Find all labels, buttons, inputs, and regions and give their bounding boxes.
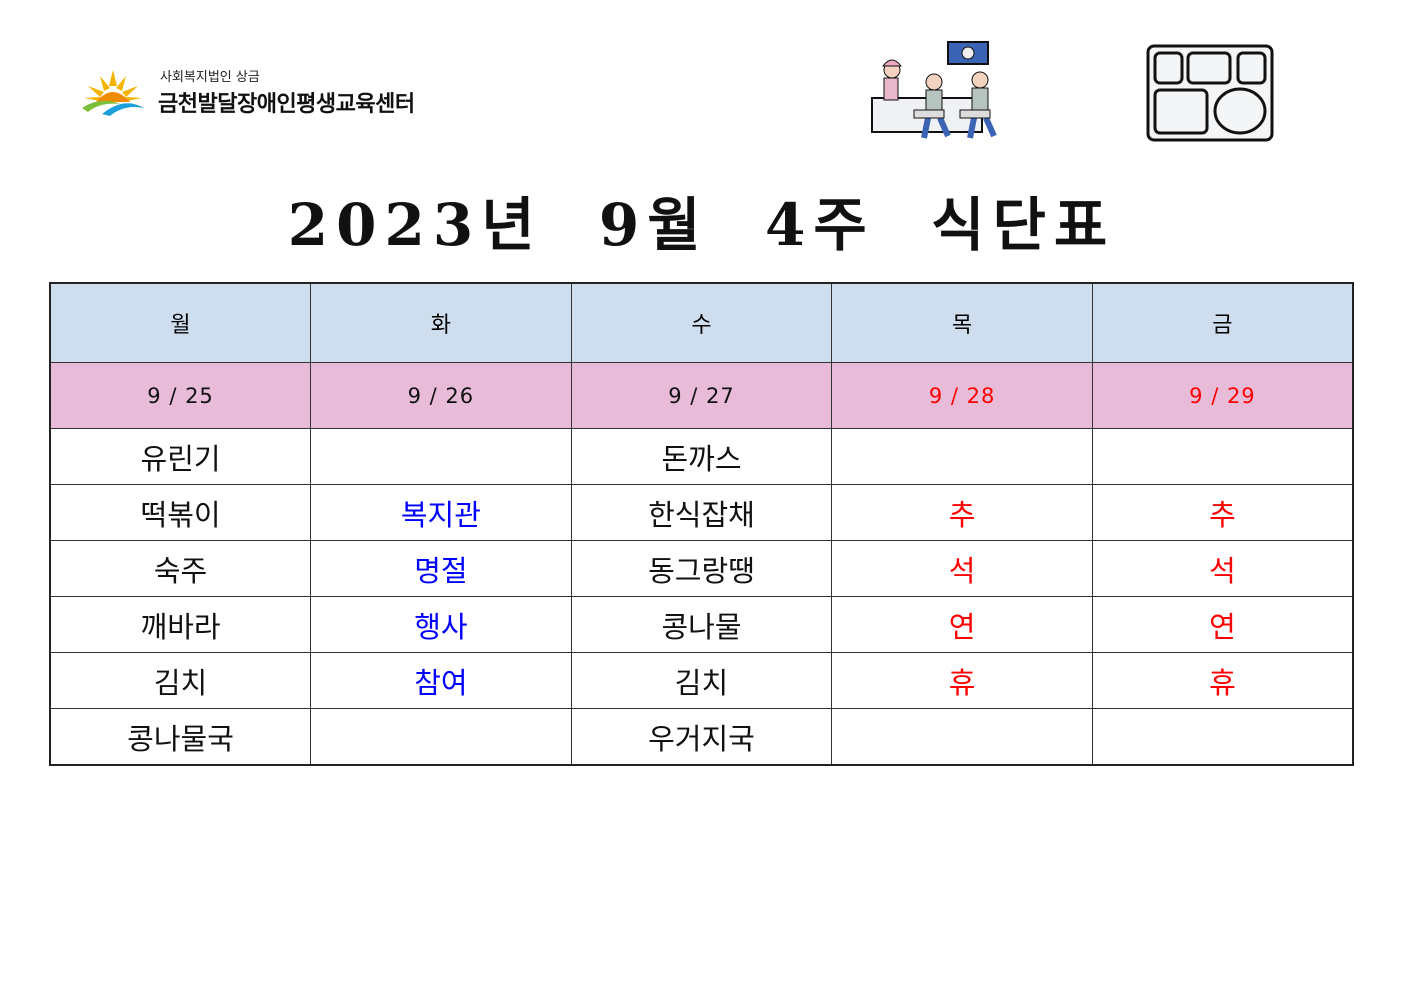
menu-cell	[310, 708, 572, 766]
menu-row: 깨바라 행사 콩나물 연 연	[49, 596, 1354, 653]
date-cell: 9 / 29	[1091, 362, 1354, 429]
menu-cell: 참여	[310, 652, 572, 709]
date-cell: 9 / 26	[310, 362, 572, 429]
menu-row: 숙주 명절 동그랑땡 석 석	[49, 540, 1354, 597]
menu-cell	[1091, 708, 1354, 766]
menu-cell: 휴	[831, 652, 1093, 709]
menu-cell: 연	[1091, 596, 1354, 653]
sunflower-logo-icon	[82, 70, 144, 116]
menu-cell: 추	[1091, 484, 1354, 541]
page-title: 2023년 9월 4주 식단표	[287, 191, 1116, 259]
menu-cell: 한식잡채	[570, 484, 833, 541]
menu-cell: 휴	[1091, 652, 1354, 709]
menu-cell	[831, 428, 1093, 485]
org-subtitle: 사회복지법인 상금	[160, 70, 260, 85]
menu-cell: 추	[831, 484, 1093, 541]
weekday-header: 금	[1091, 282, 1354, 363]
menu-cell: 복지관	[310, 484, 572, 541]
menu-cell: 깨바라	[49, 596, 312, 653]
menu-cell: 콩나물	[570, 596, 833, 653]
menu-cell	[310, 428, 572, 485]
menu-cell	[1091, 428, 1354, 485]
menu-cell: 유린기	[49, 428, 312, 485]
menu-cell: 행사	[310, 596, 572, 653]
weekday-header: 월	[49, 282, 312, 363]
menu-cell: 연	[831, 596, 1093, 653]
menu-row: 떡볶이 복지관 한식잡채 추 추	[49, 484, 1354, 541]
meal-tray-icon	[1146, 44, 1274, 142]
menu-row: 유린기 돈까스	[49, 428, 1354, 485]
menu-cell: 명절	[310, 540, 572, 597]
menu-row: 콩나물국 우거지국	[49, 708, 1354, 766]
date-row: 9 / 25 9 / 26 9 / 27 9 / 28 9 / 29	[49, 362, 1354, 429]
menu-cell: 석	[831, 540, 1093, 597]
menu-cell: 석	[1091, 540, 1354, 597]
menu-cell: 떡볶이	[49, 484, 312, 541]
menu-row: 김치 참여 김치 휴 휴	[49, 652, 1354, 709]
weekday-header: 화	[310, 282, 572, 363]
date-cell: 9 / 25	[49, 362, 312, 429]
menu-cell: 콩나물국	[49, 708, 312, 766]
date-cell: 9 / 28	[831, 362, 1093, 429]
weekday-header: 목	[831, 282, 1093, 363]
menu-cell: 우거지국	[570, 708, 833, 766]
meal-serving-icon	[871, 41, 997, 139]
weekday-header: 수	[570, 282, 833, 363]
menu-cell: 김치	[49, 652, 312, 709]
organization-logo: 사회복지법인 상금 금천발달장애인평생교육센터	[80, 64, 480, 124]
menu-cell: 돈까스	[570, 428, 833, 485]
menu-cell: 숙주	[49, 540, 312, 597]
menu-cell: 김치	[570, 652, 833, 709]
menu-cell	[831, 708, 1093, 766]
menu-cell: 동그랑땡	[570, 540, 833, 597]
date-cell: 9 / 27	[570, 362, 833, 429]
org-name: 금천발달장애인평생교육센터	[158, 92, 415, 117]
